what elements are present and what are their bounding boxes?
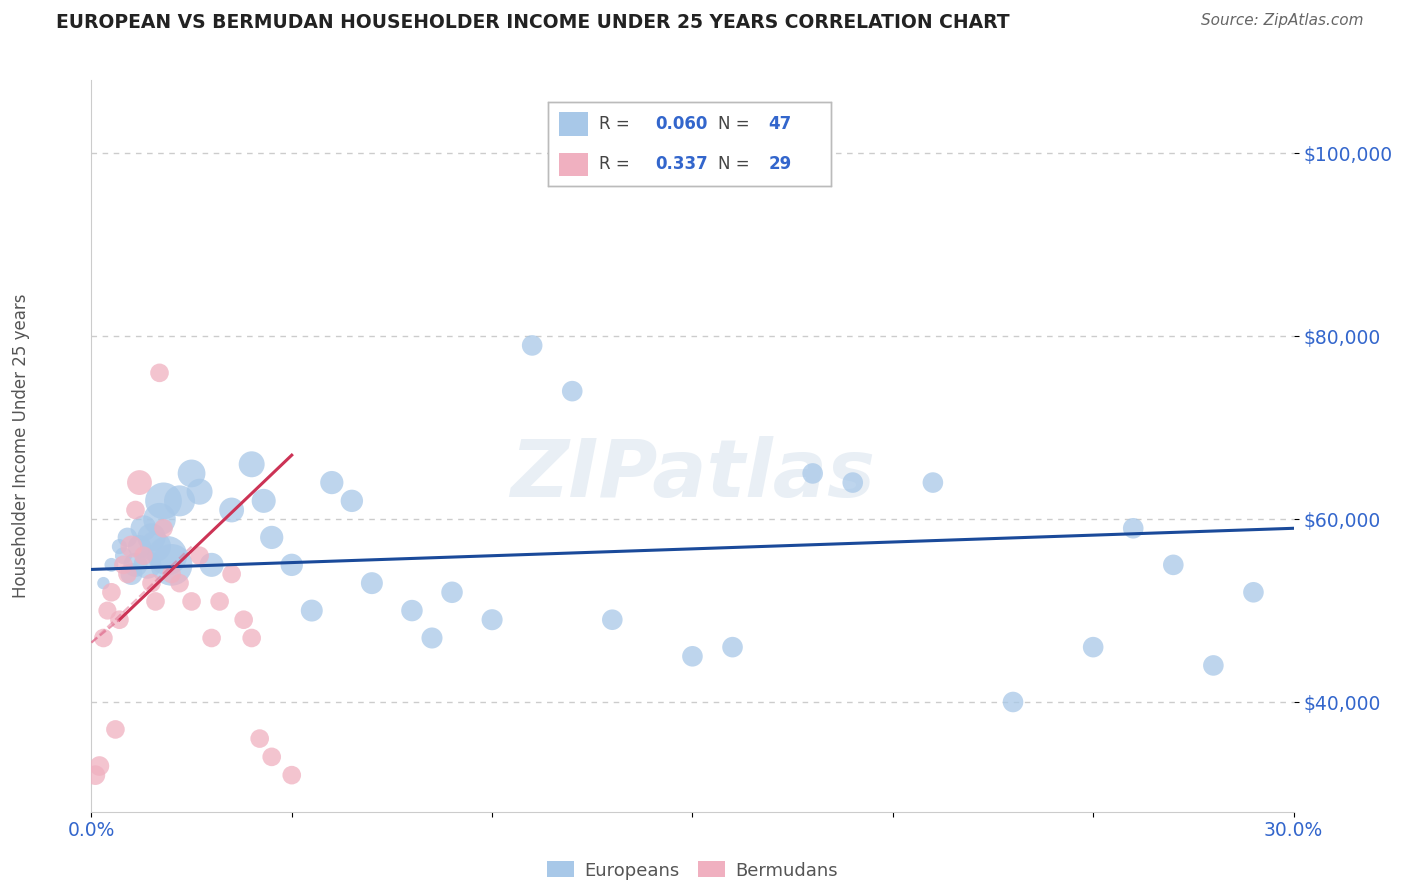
Point	[201, 558, 224, 572]
Point	[108, 613, 131, 627]
Point	[681, 649, 703, 664]
Point	[96, 604, 118, 618]
Point	[84, 768, 107, 782]
Point	[124, 503, 146, 517]
Point	[152, 521, 174, 535]
Point	[160, 567, 183, 582]
Point	[240, 458, 263, 472]
Point	[169, 494, 191, 508]
Point	[93, 631, 115, 645]
Point	[93, 576, 115, 591]
Point	[121, 540, 143, 554]
Point	[801, 467, 824, 481]
Point	[141, 576, 163, 591]
Point	[169, 576, 191, 591]
Point	[128, 540, 150, 554]
Legend: Europeans, Bermudans: Europeans, Bermudans	[540, 855, 845, 887]
Point	[104, 723, 127, 737]
Point	[221, 567, 243, 582]
Text: EUROPEAN VS BERMUDAN HOUSEHOLDER INCOME UNDER 25 YEARS CORRELATION CHART: EUROPEAN VS BERMUDAN HOUSEHOLDER INCOME …	[56, 13, 1010, 32]
Point	[148, 512, 170, 526]
Point	[281, 768, 304, 782]
Point	[160, 558, 183, 572]
Point	[136, 558, 159, 572]
Point	[188, 484, 211, 499]
Point	[141, 530, 163, 544]
Point	[602, 613, 624, 627]
Point	[481, 613, 503, 627]
Point	[108, 540, 131, 554]
Point	[260, 530, 283, 544]
Point	[180, 467, 202, 481]
Point	[301, 604, 323, 618]
Point	[145, 540, 167, 554]
Point	[121, 567, 143, 582]
Point	[152, 494, 174, 508]
Point	[340, 494, 363, 508]
Point	[148, 366, 170, 380]
Point	[112, 558, 135, 572]
Point	[188, 549, 211, 563]
Point	[221, 503, 243, 517]
Point	[420, 631, 443, 645]
Point	[321, 475, 343, 490]
Point	[1122, 521, 1144, 535]
Point	[561, 384, 583, 399]
Point	[721, 640, 744, 655]
Point	[401, 604, 423, 618]
Point	[1202, 658, 1225, 673]
Point	[1001, 695, 1024, 709]
Text: Source: ZipAtlas.com: Source: ZipAtlas.com	[1201, 13, 1364, 29]
Point	[253, 494, 276, 508]
Text: Householder Income Under 25 years: Householder Income Under 25 years	[13, 293, 30, 599]
Point	[124, 558, 146, 572]
Point	[281, 558, 304, 572]
Point	[360, 576, 382, 591]
Point	[841, 475, 863, 490]
Point	[132, 549, 155, 563]
Point	[522, 338, 544, 352]
Point	[117, 567, 139, 582]
Point	[132, 521, 155, 535]
Text: ZIPatlas: ZIPatlas	[510, 436, 875, 515]
Point	[117, 530, 139, 544]
Point	[440, 585, 463, 599]
Point	[1083, 640, 1105, 655]
Point	[201, 631, 224, 645]
Point	[128, 475, 150, 490]
Point	[145, 594, 167, 608]
Point	[1243, 585, 1265, 599]
Point	[922, 475, 945, 490]
Point	[112, 549, 135, 563]
Point	[100, 585, 122, 599]
Point	[240, 631, 263, 645]
Point	[260, 749, 283, 764]
Point	[180, 594, 202, 608]
Point	[1163, 558, 1185, 572]
Point	[232, 613, 254, 627]
Point	[208, 594, 231, 608]
Point	[156, 549, 179, 563]
Point	[100, 558, 122, 572]
Point	[249, 731, 271, 746]
Point	[89, 759, 111, 773]
